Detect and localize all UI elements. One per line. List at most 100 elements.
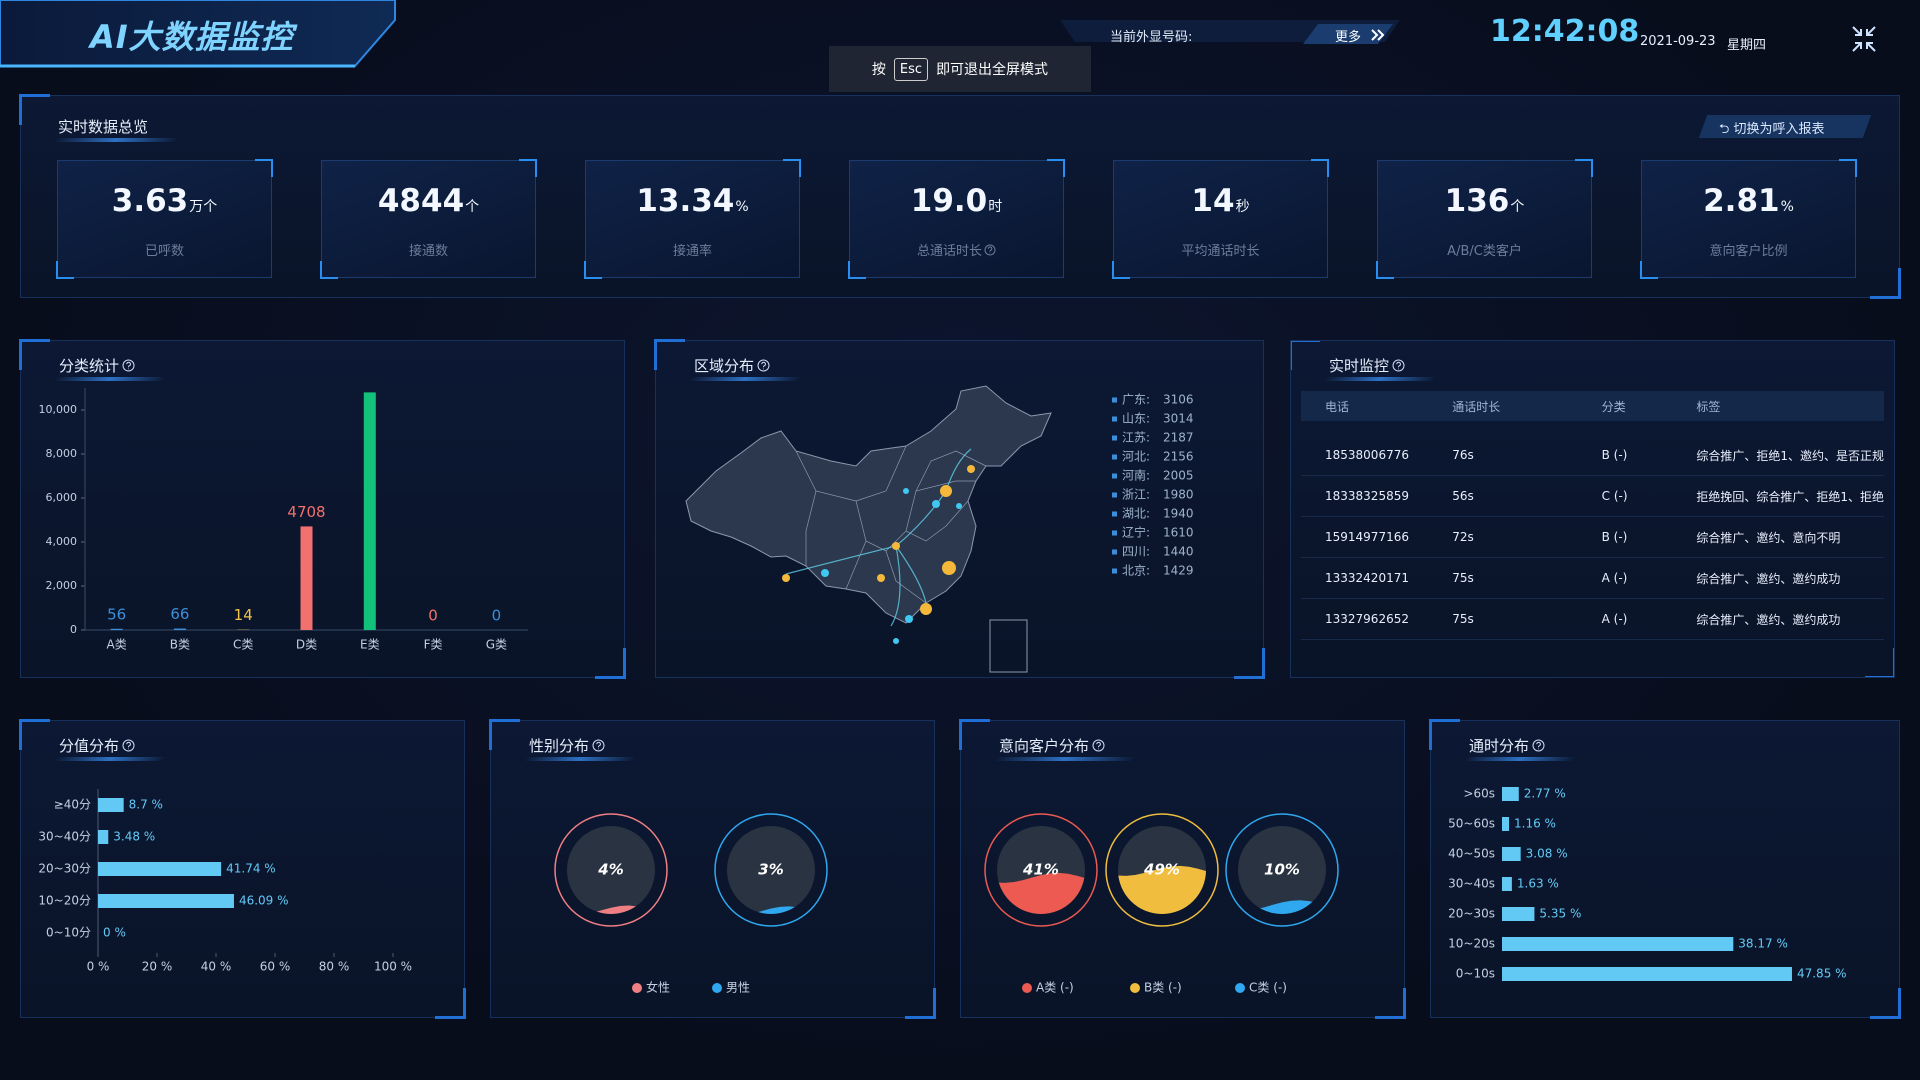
gauge-ring [1105,813,1219,927]
legend-square [1112,435,1117,441]
gauge-disc [567,826,655,914]
y-tick-label: >60s [1463,787,1495,801]
bar [98,862,222,876]
x-tick-label: 80 % [319,960,350,974]
gauge-fill [567,905,655,914]
help-icon[interactable] [122,359,135,372]
y-tick-label: 0 [70,623,77,636]
gauge-label: 4% [597,861,623,879]
kpi-value: 13.34% [586,183,799,219]
panel-title: 分值分布 [59,735,135,756]
legend-dot [632,983,642,993]
legend-square [1112,397,1117,403]
region-value: 1429 [1163,564,1194,578]
bar [98,894,234,908]
bar [1502,877,1512,891]
category-panel: 分类统计 0 2,000 4,000 6,000 8,000 10,000 A类 56 B类 66… [19,339,626,679]
panel-title: 分类统计 [59,355,135,376]
help-icon[interactable] [122,739,135,752]
kpi-label: 总通话时长 [916,244,982,259]
bar [110,628,123,630]
y-tick-label: 40~50s [1448,847,1495,861]
panel-title: 性别分布 [529,735,605,756]
table-cell: A (-) [1601,612,1628,626]
legend-square [1112,473,1117,479]
legend-square [1112,568,1117,574]
table-cell: 72s [1452,530,1474,544]
table-cell: 75s [1452,571,1474,585]
data-label: 1.16 % [1514,817,1556,831]
help-icon[interactable] [1092,739,1105,752]
help-icon[interactable] [1392,359,1405,372]
data-label: 56 [107,605,126,623]
more-button[interactable]: 更多 [1335,30,1362,45]
gauge-label: 49% [1143,861,1180,879]
gauge-ring [1225,813,1339,927]
title-text: 分类统计 [59,357,120,375]
y-tick-label: 20~30s [1448,907,1495,921]
y-tick-label: 20~30分 [38,862,91,876]
clock: 12:42:08 [1490,14,1640,49]
table-cell: B (-) [1601,448,1628,462]
kpi-unit: 个 [1510,199,1525,215]
switch-button[interactable]: ⮌ 切换为呼入报表 [1719,122,1825,137]
data-label: 0 [492,607,502,625]
table-cell: 综合推广、邀约、邀约成功 [1696,571,1841,586]
table-row: 13332420171 75s A (-) 综合推广、邀约、邀约成功 [1301,558,1884,599]
kpi-label-row: 接通数 [322,240,535,259]
table-cell: 综合推广、邀约、意向不明 [1696,530,1841,545]
data-label: 4708 [287,503,325,521]
gauge-label: 10% [1264,861,1300,879]
kpi-unit: 时 [988,199,1003,215]
data-label: 2.77 % [1524,787,1566,801]
exit-fullscreen-icon[interactable] [1852,26,1876,52]
data-label: 47.85 % [1797,967,1847,981]
panel-title: 区域分布 [694,355,770,376]
kpi-card: 3.63万个 已呼数 [56,159,273,279]
date: 2021-09-23 [1640,34,1716,49]
kpi-number: 2.81 [1703,183,1780,219]
y-tick-label: 10~20s [1448,937,1495,951]
bar [1502,937,1734,951]
duration-chart: >60s 2.77 % 50~60s 1.16 % 40~50s 3.08 % 30~40s… [1448,787,1847,981]
legend-dot [1022,983,1032,993]
help-icon[interactable] [757,359,770,372]
bar [98,830,109,844]
kpi-number: 14 [1191,183,1235,219]
help-icon[interactable] [592,739,605,752]
gauge-disc [1238,826,1326,914]
title-plate [0,0,396,67]
y-tick-label: 30~40s [1448,877,1495,891]
gauge-label: 41% [1022,861,1059,879]
title-text: 实时数据总览 [58,118,149,136]
monitor-panel: 实时监控 电话 通话时长 分类 标签 18538006776 76s B (-) 综合推广、拒… [1290,340,1895,678]
kpi-label: 已呼数 [144,244,184,259]
title-text: 意向客户分布 [999,737,1090,755]
kpi-unit: % [735,199,749,215]
region-value: 2156 [1163,450,1194,464]
y-tick-label: 4,000 [46,535,78,548]
bar [1502,787,1519,801]
gender-panel: 性别分布 4% 女性 3% 男性 [489,719,936,1019]
gauge-ring [984,813,1098,927]
switch-text[interactable]: 切换为呼入报表 [1733,122,1825,137]
gauge-disc [727,826,815,914]
region-value: 2187 [1163,431,1194,445]
legend-square [1112,454,1117,460]
help-icon[interactable] [1532,739,1545,752]
legend-square [1112,492,1117,498]
data-label: 46.09 % [239,894,289,908]
x-tick-label: 20 % [142,960,173,974]
bar [1502,907,1535,921]
x-tick-label: 60 % [260,960,291,974]
more-plate[interactable] [1303,24,1393,44]
kpi-label: 平均通话时长 [1181,244,1260,259]
column-header: 标签 [1696,399,1721,414]
data-label: 5.35 % [1539,907,1581,921]
kpi-number: 136 [1444,183,1510,219]
y-tick-label: 50~60s [1448,817,1495,831]
weekday: 星期四 [1727,38,1767,53]
table-cell: 75s [1452,612,1474,626]
kpi-label-row: A/B/C类客户 [1378,240,1591,259]
column-header: 电话 [1325,399,1350,414]
